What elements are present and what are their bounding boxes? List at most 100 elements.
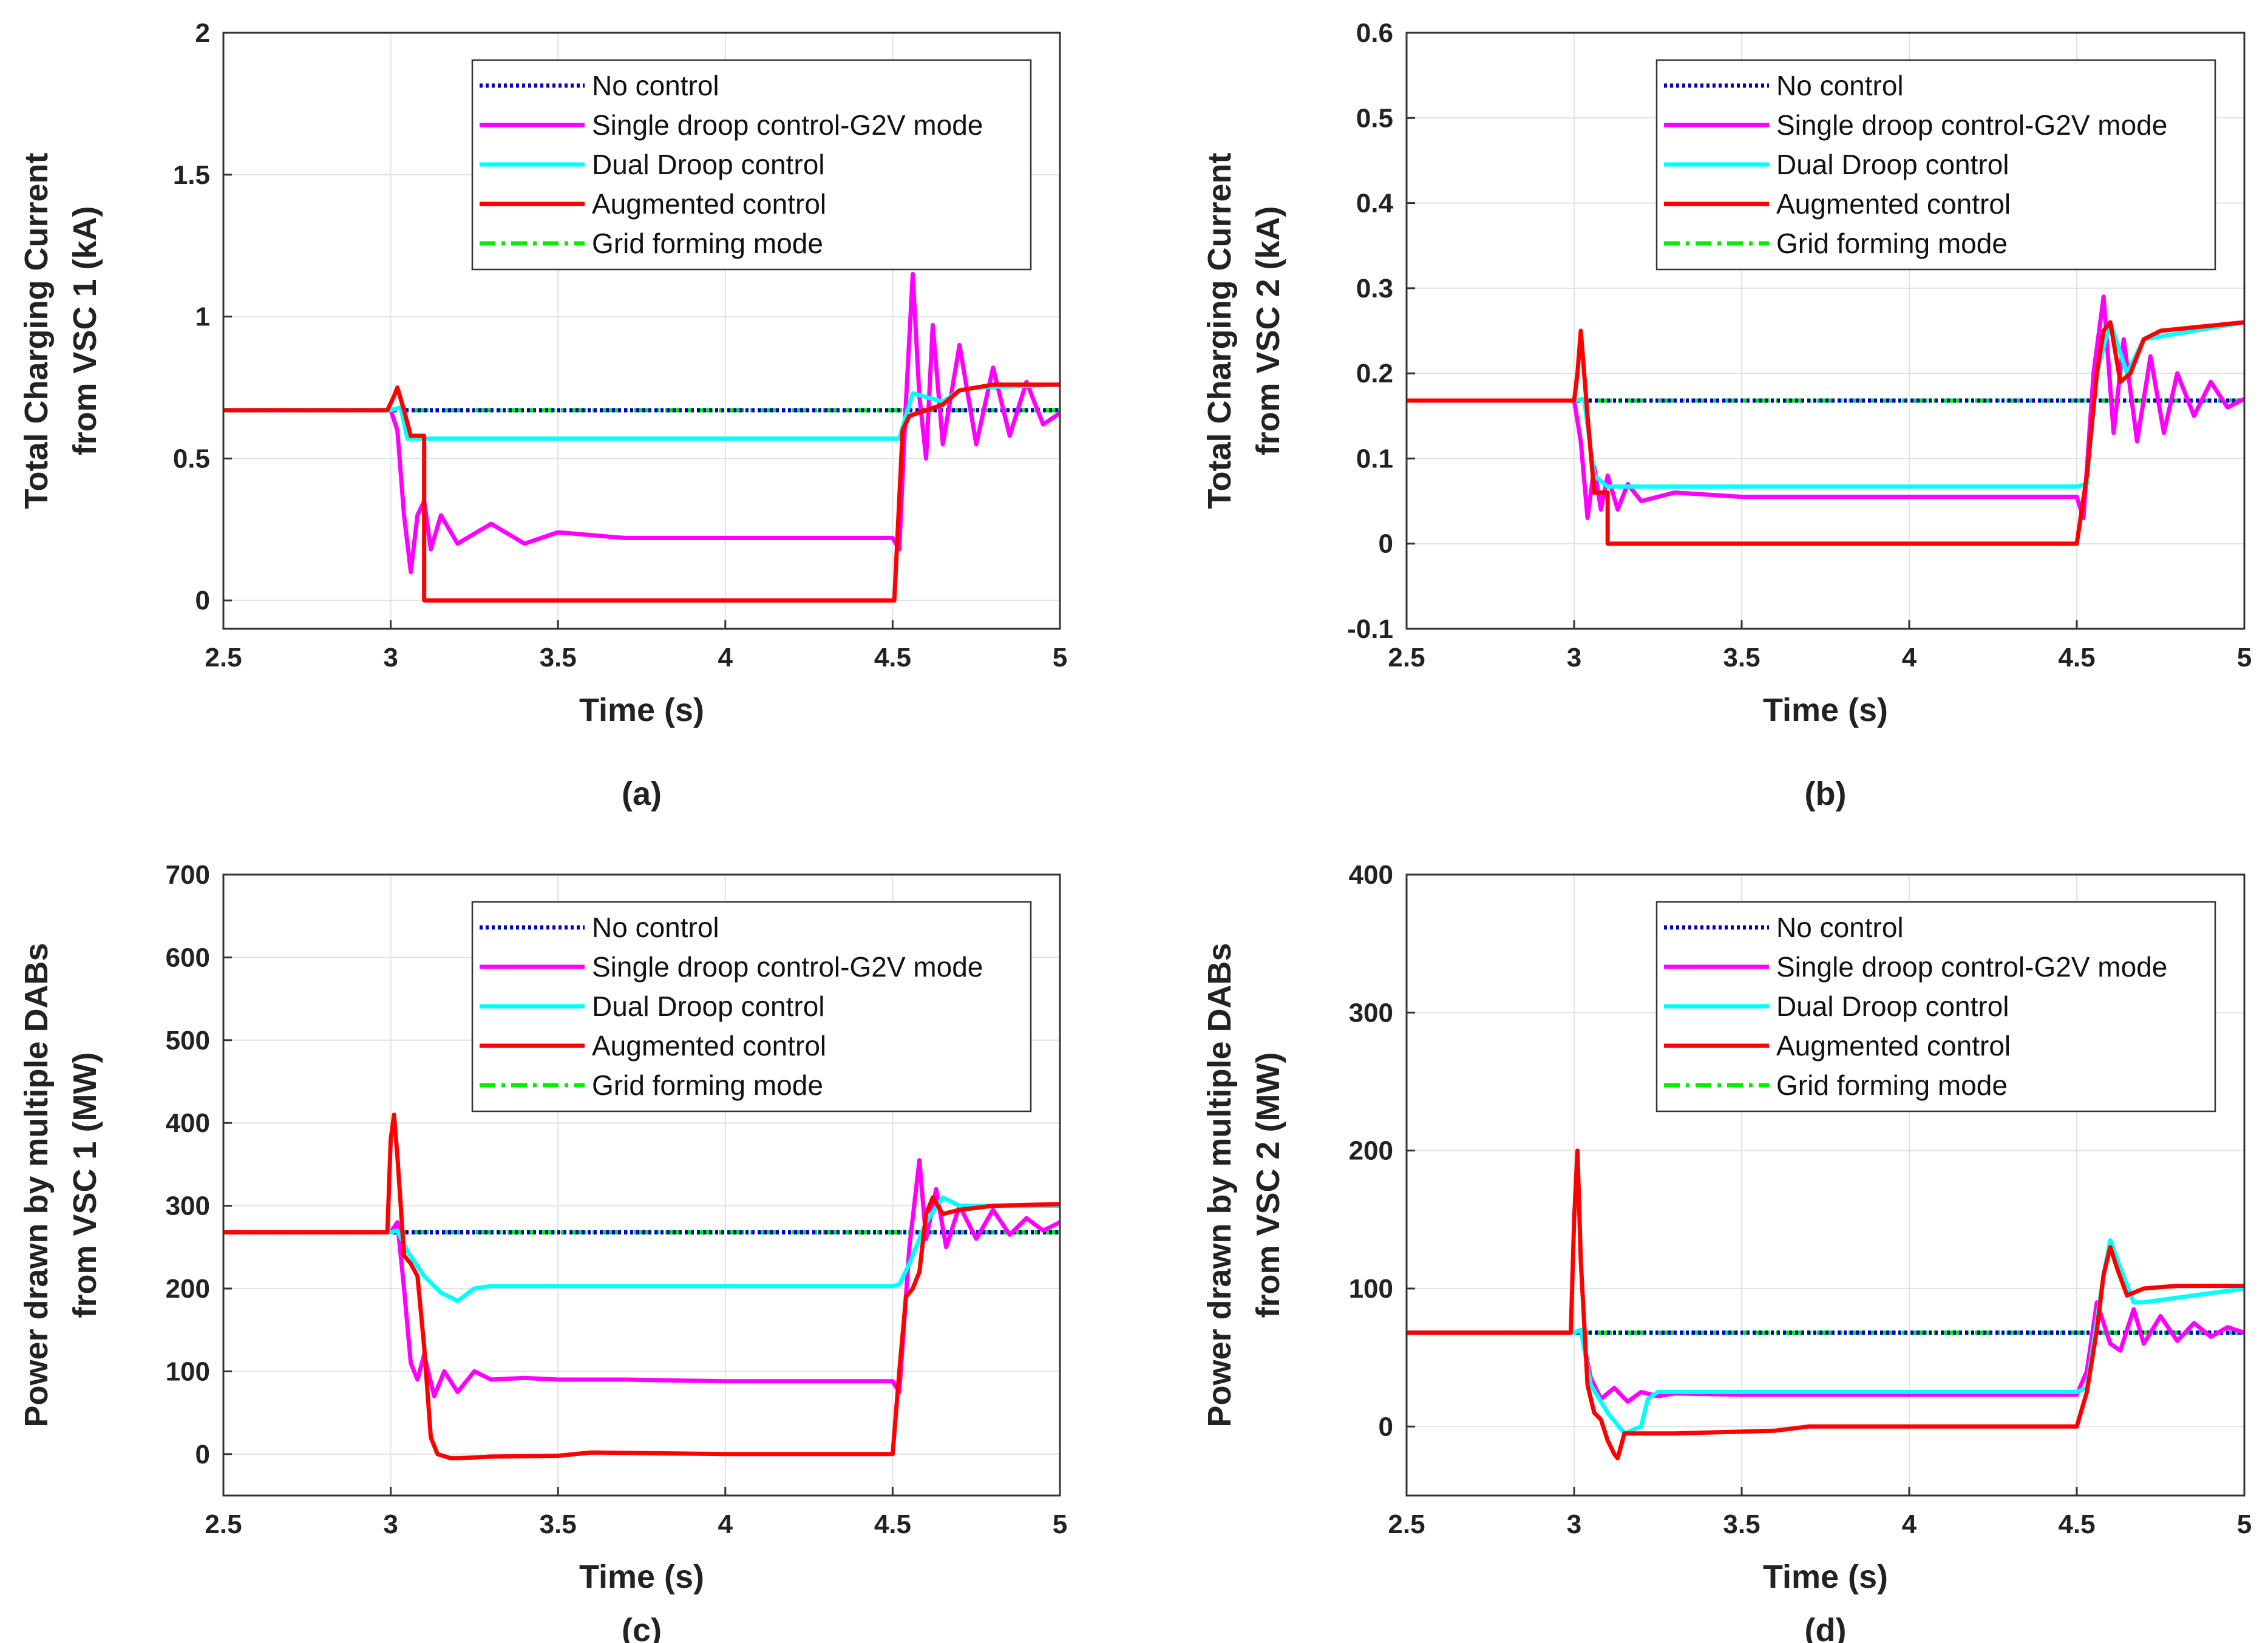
series-line-single-droop-control-g2v-mode: [223, 1158, 1060, 1398]
chart-panel-2: 2.5 3 3.5 4 4.5 5 -0.1 0 0.1 0.2 0.3 0.4 0.5 0.6 Time …: [1201, 18, 2252, 812]
legend-entry-label: Dual Droop control: [592, 991, 825, 1022]
series-line-augmented-control: [223, 1113, 1060, 1461]
y-tick-label: 1.5: [173, 160, 210, 190]
y-axis-label: Total Charging Current from VSC 2 (kA): [1201, 152, 1286, 509]
y-tick-label: 0.3: [1356, 274, 1393, 303]
y-tick-label: 0.2: [1356, 359, 1393, 388]
x-tick-label: 3.5: [540, 643, 577, 672]
y-axis-label: Total Charging Current from VSC 1 (kA): [18, 152, 103, 509]
y-tick-label: 300: [166, 1191, 210, 1221]
y-tick-label: 0.4: [1356, 189, 1394, 219]
x-tick-label: 4.5: [874, 1509, 911, 1539]
x-tick-label: 3.5: [1723, 643, 1760, 672]
series-line-augmented-control: [223, 382, 1060, 603]
x-tick-label: 3: [383, 1509, 398, 1539]
legend-entry-label: No control: [592, 912, 719, 943]
y-tick-label: 100: [1349, 1274, 1393, 1304]
x-tick-label: 3.5: [540, 1509, 577, 1539]
x-tick-label: 2.5: [205, 1509, 242, 1539]
y-axis-label: Power drawn by multiple DABs from VSC 1 (…: [18, 943, 103, 1427]
x-tick-label: 5: [2237, 643, 2252, 672]
x-axis-label: Time (s): [579, 1559, 704, 1595]
x-axis-label: Time (s): [1763, 692, 1888, 728]
y-tick-label: 600: [166, 943, 210, 972]
y-axis-label-line: from VSC 1 (MW): [67, 1052, 103, 1318]
series-line-augmented-control: [1407, 320, 2244, 546]
y-tick-label: 0: [1379, 529, 1393, 559]
y-tick-label: 1: [195, 302, 210, 332]
plot-frame: [1405, 873, 2246, 1497]
series-line-dual-droop-control: [1407, 320, 2244, 489]
y-axis-label: Power drawn by multiple DABs from VSC 2 (…: [1201, 943, 1286, 1427]
legend-entry-label: Dual Droop control: [1776, 991, 2009, 1022]
series-line-single-droop-control-g2v-mode: [223, 272, 1060, 574]
x-tick-label: 4.5: [2058, 643, 2095, 672]
legend-entry-label: No control: [1776, 70, 1904, 101]
y-tick-label: 300: [1349, 998, 1393, 1028]
x-tick-label: 2.5: [1388, 643, 1425, 672]
y-tick-label: 200: [166, 1274, 210, 1304]
x-tick-label: 3: [1567, 1509, 1581, 1539]
legend-entry-label: Single droop control-G2V mode: [592, 109, 983, 141]
x-tick-label: 2.5: [205, 643, 242, 672]
legend: No control Single droop control-G2V mode D…: [471, 901, 1032, 1113]
y-axis-label-line: Total Charging Current: [18, 152, 55, 509]
legend-entry-label: Grid forming mode: [1776, 228, 2008, 259]
legend-entry-label: Dual Droop control: [592, 149, 825, 180]
chart-panel-4: 2.5 3 3.5 4 4.5 5 0 100 200 300 400 Time (s) Power d…: [1201, 860, 2252, 1643]
legend-entry-label: Augmented control: [1776, 188, 2011, 220]
legend-entry-label: Augmented control: [592, 188, 826, 220]
y-axis-label-line: from VSC 2 (kA): [1250, 206, 1286, 455]
x-tick-label: 3.5: [1723, 1509, 1760, 1539]
chart-panel-3: 2.5 3 3.5 4 4.5 5 0 100 200 300 400 500 600 700 Time (…: [18, 860, 1067, 1643]
panel-label: (a): [622, 776, 662, 812]
legend: No control Single droop control-G2V mode D…: [1655, 59, 2216, 271]
y-axis-label-line: Power drawn by multiple DABs: [18, 943, 55, 1427]
x-tick-label: 5: [1053, 643, 1067, 672]
x-tick-label: 4: [1902, 643, 1917, 672]
y-tick-label: 0.6: [1356, 18, 1393, 48]
y-tick-label: 0: [195, 1440, 210, 1469]
x-tick-label: 3: [1567, 643, 1581, 672]
legend-entry-label: No control: [592, 70, 719, 101]
legend-entry-label: Grid forming mode: [1776, 1069, 2008, 1101]
panel-label: (d): [1805, 1612, 1847, 1643]
y-axis-label-line: Power drawn by multiple DABs: [1201, 943, 1238, 1427]
legend-entry-label: Single droop control-G2V mode: [592, 951, 983, 983]
legend: No control Single droop control-G2V mode D…: [1655, 901, 2216, 1113]
x-axis-label: Time (s): [1763, 1559, 1888, 1595]
x-tick-label: 4.5: [874, 643, 911, 672]
x-tick-label: 3: [383, 643, 398, 672]
y-tick-label: -0.1: [1347, 614, 1393, 644]
x-tick-label: 5: [2237, 1509, 2252, 1539]
series-line-dual-droop-control: [223, 1195, 1060, 1303]
legend-entry-label: Grid forming mode: [592, 228, 823, 259]
legend-entry-label: Augmented control: [592, 1030, 826, 1062]
y-tick-label: 2: [195, 18, 210, 48]
y-axis-label-line: from VSC 2 (MW): [1250, 1052, 1286, 1318]
x-tick-label: 4.5: [2058, 1509, 2095, 1539]
plot-frame: [222, 32, 1061, 630]
legend-entry-label: Single droop control-G2V mode: [1776, 109, 2167, 141]
y-tick-label: 400: [1349, 860, 1393, 890]
legend-entry-label: Dual Droop control: [1776, 149, 2009, 180]
x-tick-label: 4: [718, 643, 733, 672]
series-line-single-droop-control-g2v-mode: [1407, 294, 2244, 521]
legend-entry-label: No control: [1776, 912, 1904, 943]
y-tick-label: 0: [1379, 1412, 1393, 1441]
panel-label: (b): [1805, 776, 1847, 812]
plot-frame: [222, 873, 1061, 1497]
y-tick-label: 700: [166, 860, 210, 890]
plot-frame: [1405, 32, 2246, 630]
x-tick-label: 2.5: [1388, 1509, 1425, 1539]
y-tick-label: 0.5: [1356, 103, 1393, 133]
y-tick-label: 100: [166, 1357, 210, 1386]
legend-entry-label: Single droop control-G2V mode: [1776, 951, 2167, 983]
x-tick-label: 4: [718, 1509, 733, 1539]
y-tick-label: 0.5: [173, 444, 210, 473]
x-axis-label: Time (s): [579, 692, 704, 728]
y-tick-label: 0.1: [1356, 444, 1393, 473]
legend-entry-label: Augmented control: [1776, 1030, 2011, 1062]
y-axis-label-line: Total Charging Current: [1201, 152, 1238, 509]
